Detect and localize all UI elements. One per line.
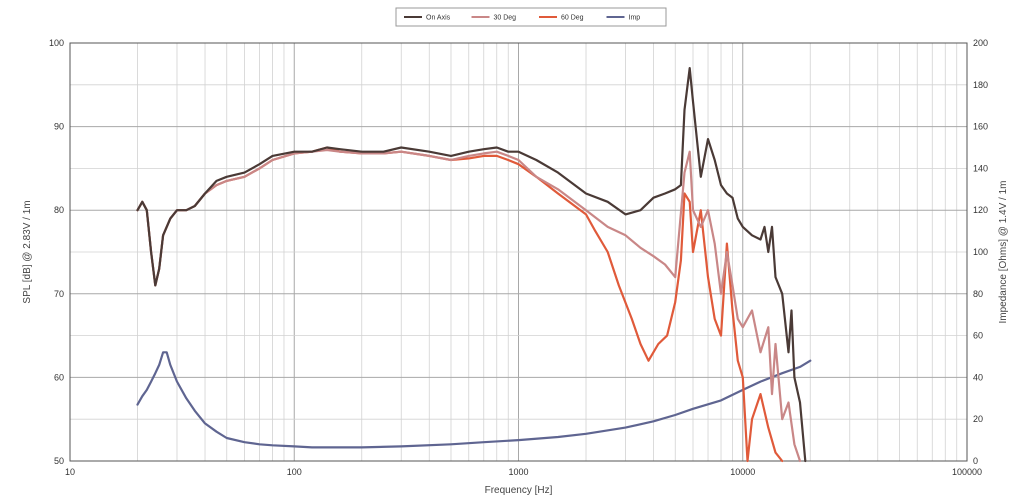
y2-tick-labels: 0 20 40 60 80 100 120 140 160 180 200: [973, 38, 988, 466]
y2-axis-title: Impedance [Ohms] @ 1.4V / 1m: [998, 181, 1009, 324]
y2-tick-label: 20: [973, 414, 983, 424]
y-tick-label: 80: [54, 205, 64, 215]
x-tick-label: 10: [65, 467, 75, 477]
x-tick-label: 10000: [730, 467, 755, 477]
series-line-on-axis: [136, 66, 807, 463]
legend-label: On Axis: [426, 15, 451, 22]
x-tick-label: 100: [287, 467, 302, 477]
y2-tick-label: 120: [973, 205, 988, 215]
y2-tick-label: 40: [973, 372, 983, 382]
y2-tick-label: 0: [973, 456, 978, 466]
y2-tick-label: 140: [973, 163, 988, 173]
y2-tick-label: 180: [973, 80, 988, 90]
y2-tick-label: 80: [973, 289, 983, 299]
y-tick-label: 50: [54, 456, 64, 466]
y-tick-label: 60: [54, 372, 64, 382]
legend-label: 60 Deg: [561, 15, 584, 22]
grid: [70, 43, 967, 461]
legend-label: 30 Deg: [494, 15, 517, 22]
legend: On Axis 30 Deg 60 Deg Imp: [395, 7, 667, 27]
y-tick-labels: 50 60 70 80 90 100: [49, 38, 64, 466]
y-axis-title: SPL [dB] @ 2.83V / 1m: [22, 200, 33, 303]
y2-tick-label: 160: [973, 122, 988, 132]
series-layer: [136, 66, 812, 463]
x-tick-label: 1000: [508, 467, 528, 477]
legend-box: [395, 7, 667, 27]
y2-tick-label: 200: [973, 38, 988, 48]
x-tick-labels: 10 100 1000 10000 100000: [65, 467, 982, 477]
y-tick-label: 100: [49, 38, 64, 48]
y2-tick-label: 100: [973, 247, 988, 257]
legend-label: Imp: [629, 15, 641, 22]
x-tick-label: 100000: [952, 467, 982, 477]
series-line-60-deg: [136, 146, 784, 463]
x-axis-title: Frequency [Hz]: [485, 485, 553, 496]
plot-frame: [69, 42, 968, 462]
y-tick-label: 90: [54, 122, 64, 132]
series-line-imp: [136, 351, 812, 449]
y2-tick-label: 60: [973, 331, 983, 341]
y-tick-label: 70: [54, 289, 64, 299]
